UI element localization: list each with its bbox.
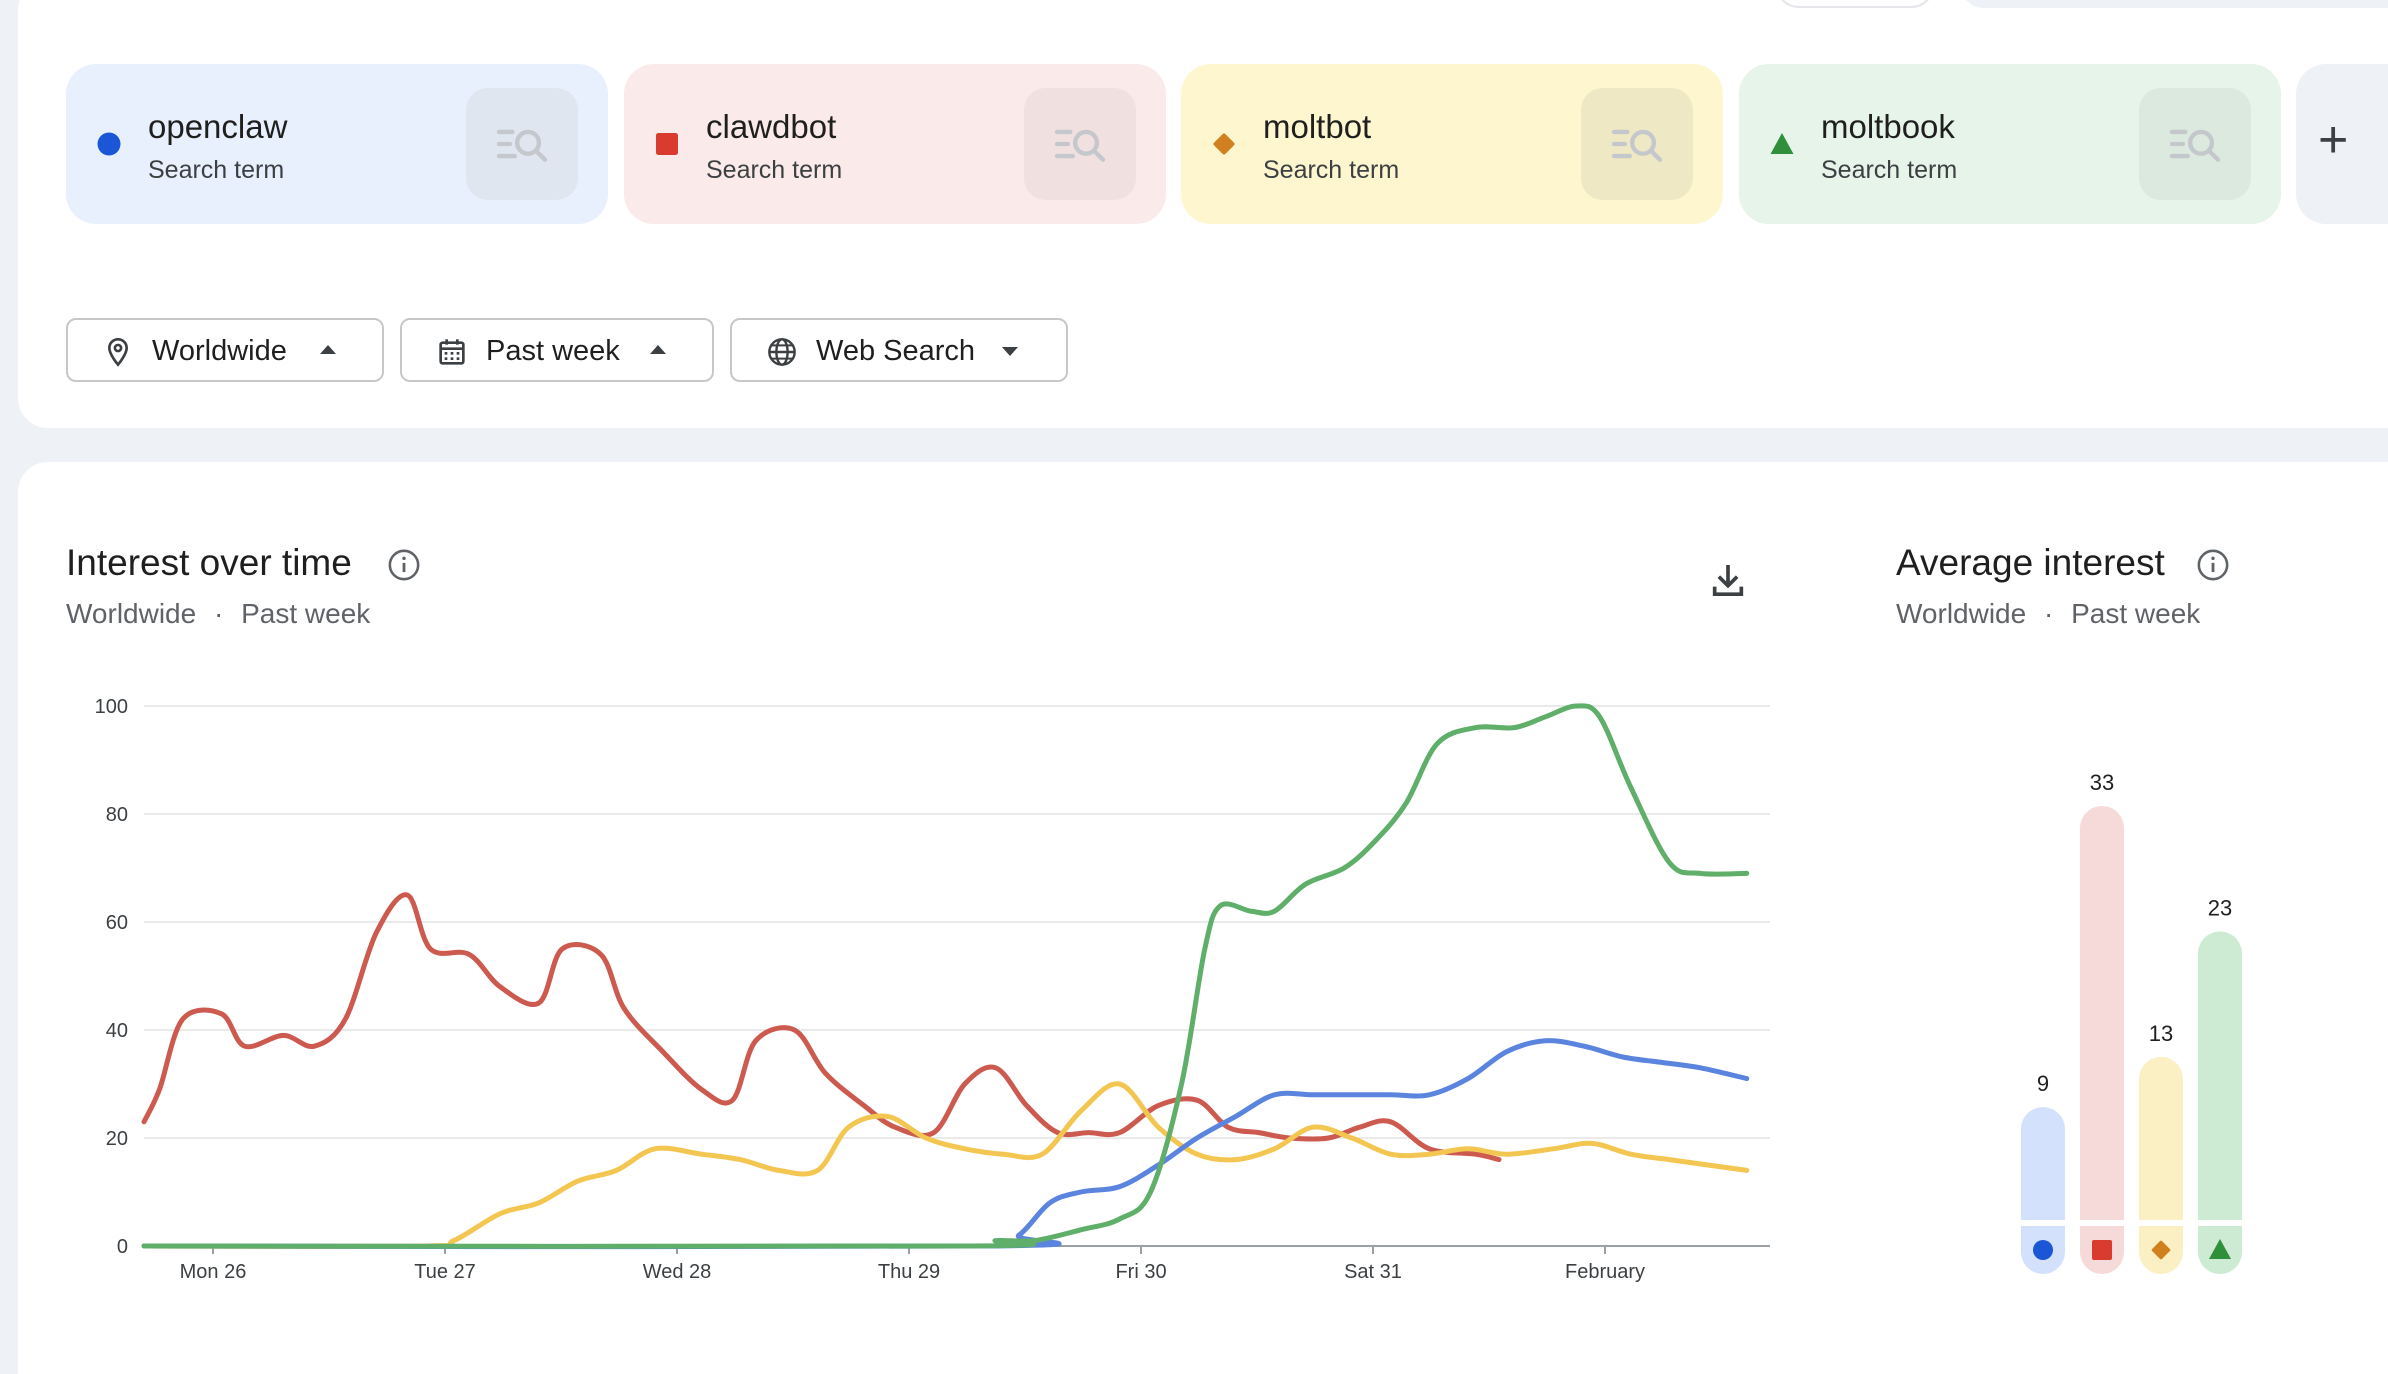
chevron-down-icon [1002, 347, 1018, 356]
term-name: clawdbot [706, 108, 837, 145]
search-list-icon [1054, 129, 1106, 162]
location-filter[interactable]: Worldwide [66, 318, 384, 382]
term-type-label: Search term [706, 156, 843, 184]
circle-marker-icon [97, 132, 121, 156]
term-name: moltbook [1821, 108, 1955, 145]
term-card-clawdbot[interactable]: clawdbot Search term [624, 64, 1166, 224]
subtitle-location: Worldwide [66, 598, 197, 629]
term-card-moltbot[interactable]: moltbot Search term [1181, 64, 1723, 224]
download-icon[interactable] [1708, 560, 1748, 600]
square-marker-icon [656, 133, 678, 155]
subtitle-separator: · [2043, 598, 2054, 629]
top-button-partial[interactable] [1775, 0, 1935, 8]
plus-icon: + [2318, 111, 2349, 169]
info-icon[interactable] [387, 548, 421, 582]
explore-term-button[interactable] [466, 88, 578, 200]
interest-over-time-title: Interest over time [66, 542, 352, 583]
average-interest-subtitle: Worldwide · Past week [1896, 598, 2200, 630]
subtitle-location: Worldwide [1896, 598, 2027, 629]
search-list-icon [496, 129, 548, 162]
term-type-label: Search term [1263, 156, 1400, 184]
property-filter-label: Web Search [816, 335, 976, 367]
search-list-icon [1611, 129, 1663, 162]
calendar-icon [439, 339, 465, 365]
globe-icon [768, 338, 796, 366]
term-type-label: Search term [1821, 156, 1958, 184]
add-term-button[interactable]: + [2296, 64, 2388, 224]
subtitle-separator: · [213, 598, 224, 629]
info-icon[interactable] [2196, 548, 2230, 582]
search-list-icon [2169, 129, 2221, 162]
top-field-partial[interactable] [1960, 0, 2388, 8]
chevron-up-icon [650, 345, 666, 354]
term-type-label: Search term [148, 156, 285, 184]
average-interest-title: Average interest [1896, 542, 2165, 583]
term-card-moltbook[interactable]: moltbook Search term [1739, 64, 2281, 224]
term-name: openclaw [148, 108, 288, 145]
diamond-marker-icon [1213, 133, 1235, 155]
property-filter[interactable]: Web Search [730, 318, 1068, 382]
location-filter-label: Worldwide [152, 335, 287, 367]
term-card-openclaw[interactable]: openclaw Search term [66, 64, 608, 224]
location-pin-icon [107, 337, 129, 367]
explore-term-button[interactable] [1581, 88, 1693, 200]
explore-term-button[interactable] [2139, 88, 2251, 200]
term-name: moltbot [1263, 108, 1372, 145]
time-filter[interactable]: Past week [400, 318, 714, 382]
triangle-marker-icon [1770, 133, 1794, 154]
time-filter-label: Past week [486, 335, 620, 367]
explore-term-button[interactable] [1024, 88, 1136, 200]
chevron-up-icon [320, 345, 336, 354]
subtitle-time: Past week [2071, 598, 2201, 629]
subtitle-time: Past week [241, 598, 371, 629]
interest-over-time-subtitle: Worldwide · Past week [66, 598, 370, 630]
